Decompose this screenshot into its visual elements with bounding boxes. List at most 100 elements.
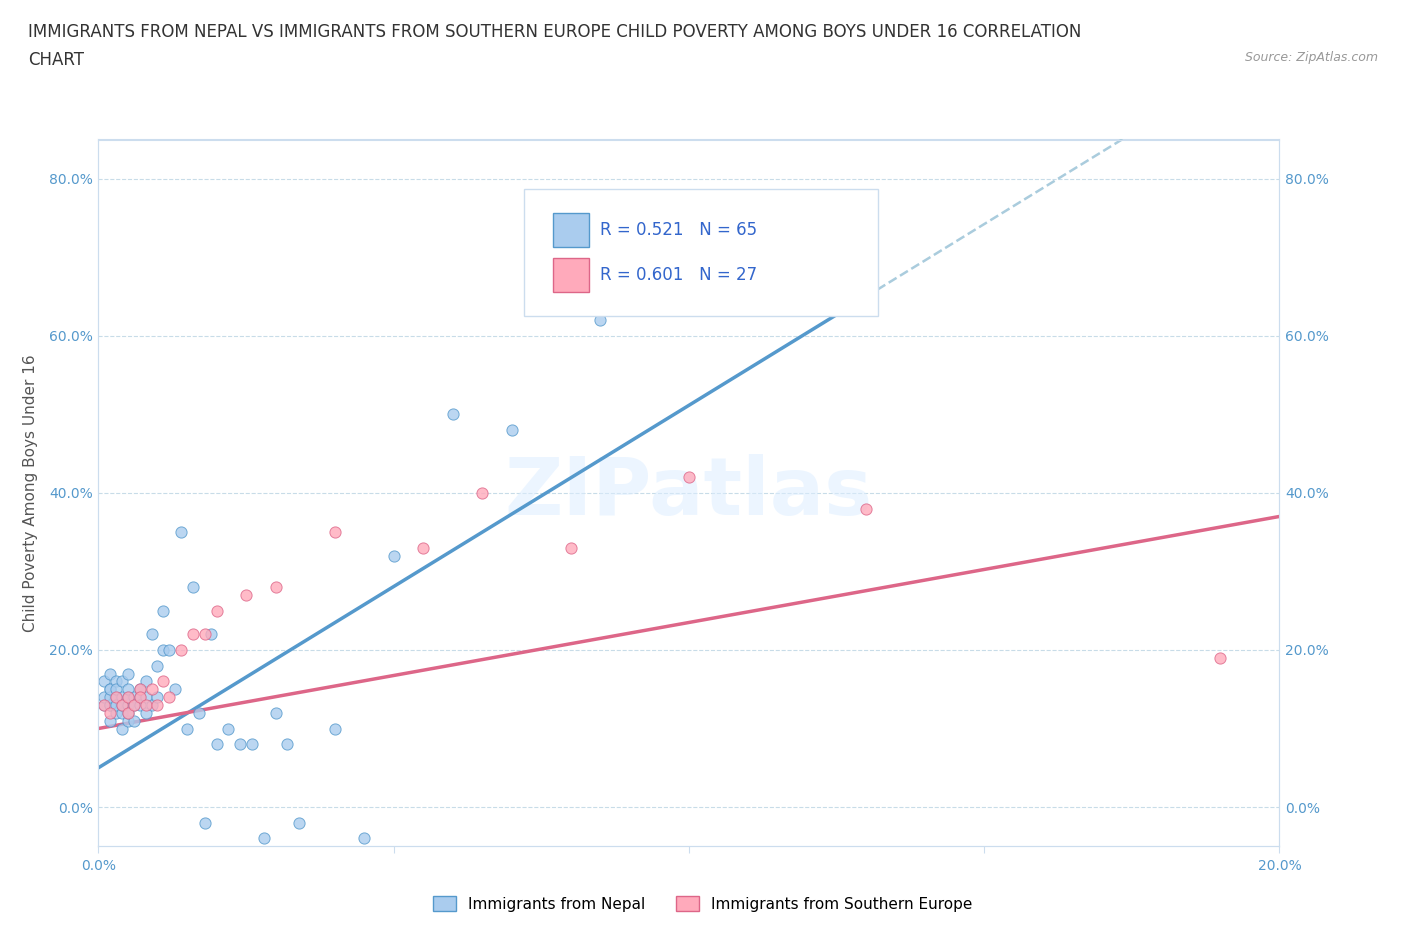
Point [128,690,150,705]
Point [128,682,150,697]
Point [122,690,145,705]
Point [235,588,257,603]
Text: CHART: CHART [28,51,84,69]
Point [98,698,121,712]
Point [501,422,523,437]
Point [181,627,204,642]
Point [240,737,263,751]
Point [98,682,121,697]
Point [471,485,494,500]
Point [122,698,145,712]
Point [152,604,174,618]
Point [98,690,121,705]
Point [105,690,128,705]
Point [276,737,298,751]
Point [288,816,311,830]
Y-axis label: Child Poverty Among Boys Under 16: Child Poverty Among Boys Under 16 [22,354,38,631]
Point [135,674,157,689]
Point [105,705,128,720]
Point [146,698,169,712]
Point [229,737,252,751]
Point [128,690,150,705]
Point [194,627,217,642]
Point [855,501,877,516]
Point [117,690,139,705]
Point [111,698,134,712]
Point [412,540,434,555]
Legend: Immigrants from Nepal, Immigrants from Southern Europe: Immigrants from Nepal, Immigrants from S… [427,889,979,918]
Point [98,682,121,697]
Point [187,705,209,720]
Point [141,698,163,712]
FancyBboxPatch shape [523,189,877,316]
Point [200,627,222,642]
Point [105,698,128,712]
Bar [553,213,589,247]
Point [105,682,128,697]
Point [117,690,139,705]
Point [323,525,346,539]
Point [98,713,121,728]
Point [194,816,217,830]
Point [678,289,700,304]
Point [105,674,128,689]
Point [111,721,134,736]
Point [165,682,187,697]
Point [105,690,128,705]
Point [122,713,145,728]
Point [93,698,115,712]
Point [170,525,193,539]
Point [589,312,612,327]
Point [678,470,700,485]
Point [441,407,464,422]
Text: ZIPatlas: ZIPatlas [505,454,873,532]
Point [98,698,121,712]
Bar [553,259,589,292]
Point [217,721,239,736]
Point [111,674,134,689]
Point [152,674,174,689]
Point [264,579,287,594]
Point [205,737,228,751]
Point [117,705,139,720]
Point [264,705,287,720]
Point [152,643,174,658]
Point [117,705,139,720]
Point [111,690,134,705]
Text: IMMIGRANTS FROM NEPAL VS IMMIGRANTS FROM SOUTHERN EUROPE CHILD POVERTY AMONG BOY: IMMIGRANTS FROM NEPAL VS IMMIGRANTS FROM… [28,23,1081,41]
Point [128,698,150,712]
Point [93,690,115,705]
Text: R = 0.521   N = 65: R = 0.521 N = 65 [600,221,758,239]
Point [98,666,121,681]
Point [117,713,139,728]
Point [1209,650,1232,665]
Point [253,831,276,846]
Point [146,658,169,673]
Point [157,643,180,658]
Point [141,627,163,642]
Text: R = 0.601   N = 27: R = 0.601 N = 27 [600,266,758,285]
Point [323,721,346,736]
Point [128,682,150,697]
Point [135,690,157,705]
Point [382,549,405,564]
Point [176,721,198,736]
Point [117,682,139,697]
Point [98,705,121,720]
Point [117,666,139,681]
Point [353,831,375,846]
Point [170,643,193,658]
Point [560,540,582,555]
Point [122,698,145,712]
Point [157,690,180,705]
Point [135,698,157,712]
Point [205,604,228,618]
Point [825,234,848,249]
Point [181,579,204,594]
Point [111,698,134,712]
Text: Source: ZipAtlas.com: Source: ZipAtlas.com [1244,51,1378,64]
Point [111,705,134,720]
Point [93,698,115,712]
Point [146,690,169,705]
Point [117,698,139,712]
